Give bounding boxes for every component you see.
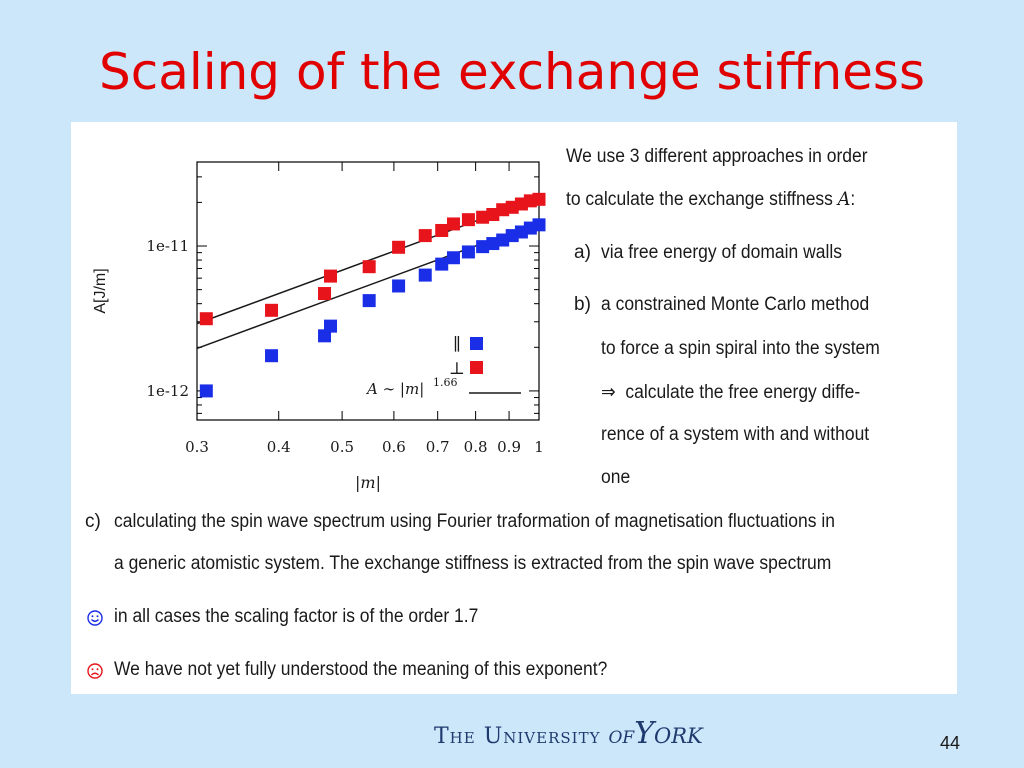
item-c-line-1: calculating the spin wave spectrum using…: [114, 511, 835, 532]
university-logo: The University ofYork: [434, 716, 703, 751]
slide-title: Scaling of the exchange stiffness: [98, 43, 926, 101]
smiley-icon: [87, 610, 103, 626]
x-tick-label: 0.9: [497, 438, 521, 456]
logo-of: of: [608, 721, 635, 749]
x-axis-label: |m|: [355, 473, 381, 492]
legend-symbol: ⊥: [449, 359, 465, 379]
item-b-tag: b): [574, 294, 591, 315]
data-point: [446, 251, 460, 265]
data-point: [532, 218, 546, 232]
axis-labels: 0.3 0.4 0.5 0.6 0.7 0.8 0.9 1 1e-12 1e-11 |m| A[J/m…: [92, 237, 544, 492]
item-b-line-4: rence of a system with and without: [601, 424, 870, 445]
y-tick-label: 1e-12: [146, 382, 189, 400]
data-point: [265, 349, 279, 363]
logo-the-university: The University: [434, 724, 601, 749]
intro-line-2-text: to calculate the exchange stiffness: [566, 189, 833, 210]
frown-statement: We have not yet fully understood the mea…: [114, 659, 608, 680]
logo-york: York: [634, 716, 703, 751]
smile-statement: in all cases the scaling factor is of th…: [114, 606, 479, 627]
data-point: [199, 384, 213, 398]
content-panel: 0.3 0.4 0.5 0.6 0.7 0.8 0.9 1 1e-12 1e-11 |m| A[J/m…: [71, 122, 957, 694]
implies-arrow: ⇒: [601, 382, 616, 403]
data-point: [418, 268, 432, 282]
intro-line-2: to calculate the exchange stiffness A:: [566, 188, 855, 211]
data-point: [362, 260, 376, 274]
item-b-line-5: one: [601, 467, 631, 488]
intro-symbol: A: [837, 188, 851, 210]
item-c-line-2: a generic atomistic system. The exchange…: [114, 553, 832, 574]
item-b-line-1: a constrained Monte Carlo method: [601, 294, 870, 315]
legend-symbol: ∥: [453, 335, 461, 355]
plot-border: [196, 161, 540, 421]
data-point: [418, 229, 432, 243]
data-point: [435, 257, 449, 271]
page-number: 44: [940, 733, 961, 753]
data-point: [324, 319, 338, 333]
data-points: [199, 192, 546, 398]
legend-swatch: [470, 337, 483, 350]
item-a-tag: a): [574, 242, 591, 263]
data-point: [461, 245, 475, 259]
x-tick-label: 0.3: [185, 438, 209, 456]
item-c-tag: c): [85, 511, 101, 532]
x-tick-label: 0.6: [382, 438, 406, 456]
data-point: [476, 240, 490, 254]
x-tick-label: 0.8: [464, 438, 488, 456]
y-tick-label: 1e-11: [146, 237, 189, 255]
x-tick-label: 1: [534, 438, 544, 456]
data-point: [486, 237, 500, 251]
data-point: [318, 287, 332, 301]
data-point: [392, 240, 406, 254]
item-b-line-3: ⇒ calculate the free energy diffe-: [601, 381, 860, 404]
x-tick-label: 0.5: [330, 438, 354, 456]
data-point: [199, 312, 213, 326]
scaling-chart: 0.3 0.4 0.5 0.6 0.7 0.8 0.9 1 1e-12 1e-11 |m| A[J/m…: [92, 161, 546, 492]
data-point: [461, 213, 475, 227]
intro-line-1: We use 3 different approaches in order: [566, 146, 868, 167]
chart-legend: ∥ ⊥ A ∼ |m| 1.66: [365, 335, 521, 398]
frowny-icon: [87, 663, 103, 679]
x-tick-label: 0.7: [426, 438, 450, 456]
plot-frame: [196, 161, 540, 421]
legend-swatch: [470, 361, 483, 374]
data-point: [532, 192, 546, 206]
scaling-exponent: 1.66: [433, 376, 458, 389]
x-tick-label: 0.4: [267, 438, 291, 456]
y-axis-label: A[J/m]: [92, 268, 109, 313]
item-a-text: via free energy of domain walls: [601, 242, 842, 263]
data-point: [324, 269, 338, 283]
item-b-line-2: to force a spin spiral into the system: [601, 338, 880, 359]
data-point: [435, 223, 449, 237]
data-point: [486, 208, 500, 222]
data-point: [446, 217, 460, 231]
intro-colon: :: [850, 189, 856, 210]
axis-ticks: [196, 162, 540, 420]
item-b-line-3-text: calculate the free energy diffe-: [625, 382, 861, 403]
data-point: [476, 210, 490, 224]
data-point: [362, 294, 376, 308]
data-point: [392, 279, 406, 293]
data-point: [265, 303, 279, 317]
scaling-annotation: A ∼ |m|: [365, 380, 424, 398]
